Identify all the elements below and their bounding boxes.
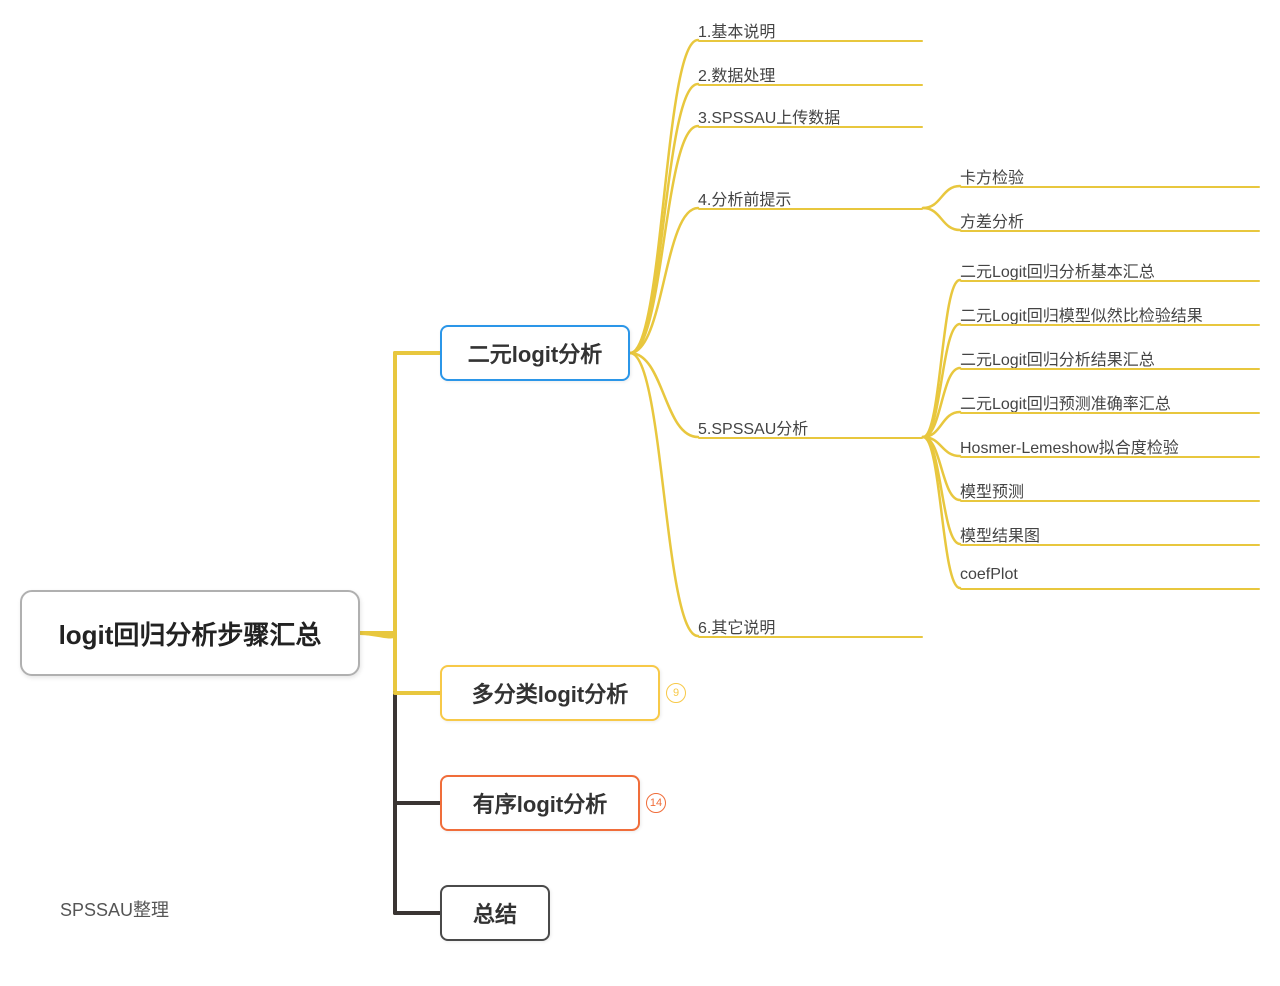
leaf-node: 4.分析前提示	[698, 186, 791, 210]
leaf-underline	[960, 544, 1260, 546]
leaf-node: 二元Logit回归分析结果汇总	[960, 346, 1155, 370]
badge-value: 9	[673, 687, 679, 699]
leaf-underline	[960, 280, 1260, 282]
leaf-node: 2.数据处理	[698, 62, 775, 86]
leaf-underline	[960, 588, 1260, 590]
leaf-node: 卡方检验	[960, 164, 1024, 188]
branch-label: 有序logit分析	[473, 787, 607, 819]
leaf-node: 3.SPSSAU上传数据	[698, 104, 840, 128]
leaf-node: 方差分析	[960, 208, 1024, 232]
leaf-underline	[698, 126, 923, 128]
branch-summary: 总结	[440, 885, 550, 941]
branch-multiclass-logit: 多分类logit分析	[440, 665, 660, 721]
leaf-node: Hosmer-Lemeshow拟合度检验	[960, 434, 1179, 458]
root-label: logit回归分析步骤汇总	[59, 615, 322, 652]
leaf-underline	[960, 412, 1260, 414]
branch-label: 多分类logit分析	[472, 677, 628, 709]
leaf-underline	[698, 636, 923, 638]
leaf-underline	[960, 324, 1260, 326]
branch-ordinal-logit: 有序logit分析	[440, 775, 640, 831]
leaf-node: 二元Logit回归分析基本汇总	[960, 258, 1155, 282]
leaf-node: 二元Logit回归模型似然比检验结果	[960, 302, 1203, 326]
badge-count: 14	[646, 793, 666, 813]
branch-binary-logit: 二元logit分析	[440, 325, 630, 381]
leaf-node: 模型结果图	[960, 522, 1040, 546]
connector-lines	[0, 0, 1280, 986]
leaf-underline	[698, 40, 923, 42]
leaf-node: 6.其它说明	[698, 614, 775, 638]
leaf-underline	[960, 230, 1260, 232]
leaf-underline	[960, 456, 1260, 458]
leaf-underline	[960, 186, 1260, 188]
badge-value: 14	[650, 797, 662, 809]
leaf-underline	[960, 368, 1260, 370]
leaf-node: 1.基本说明	[698, 18, 775, 42]
leaf-underline	[698, 208, 923, 210]
branch-label: 总结	[473, 897, 517, 929]
badge-count: 9	[666, 683, 686, 703]
leaf-node: coefPlot	[960, 566, 1018, 584]
leaf-underline	[698, 84, 923, 86]
leaf-underline	[960, 500, 1260, 502]
root-node: logit回归分析步骤汇总	[20, 590, 360, 676]
footer-credit: SPSSAU整理	[60, 896, 169, 922]
leaf-node: 模型预测	[960, 478, 1024, 502]
leaf-underline	[698, 437, 923, 439]
leaf-node: 5.SPSSAU分析	[698, 415, 808, 439]
branch-label: 二元logit分析	[468, 337, 602, 369]
leaf-node: 二元Logit回归预测准确率汇总	[960, 390, 1171, 414]
